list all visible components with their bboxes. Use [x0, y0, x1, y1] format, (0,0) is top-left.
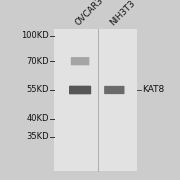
Text: NIH3T3: NIH3T3	[108, 0, 137, 28]
FancyBboxPatch shape	[54, 29, 137, 171]
Text: KAT8: KAT8	[142, 86, 164, 94]
Text: 70KD: 70KD	[26, 57, 49, 66]
Text: OVCAR3: OVCAR3	[74, 0, 105, 28]
FancyBboxPatch shape	[71, 57, 89, 65]
Text: 40KD: 40KD	[26, 114, 49, 123]
Text: 100KD: 100KD	[21, 31, 49, 40]
FancyBboxPatch shape	[69, 86, 91, 94]
Text: 35KD: 35KD	[26, 132, 49, 141]
FancyBboxPatch shape	[104, 86, 125, 94]
Text: 55KD: 55KD	[26, 86, 49, 94]
